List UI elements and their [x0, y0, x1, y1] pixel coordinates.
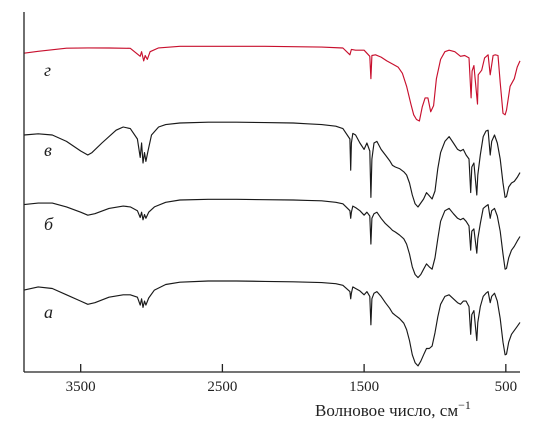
series-group [23, 45, 521, 367]
series-line-1 [23, 45, 521, 122]
series-label-1: г [44, 60, 51, 80]
series-line-2 [23, 121, 521, 208]
x-ticks-group: 3500 2500 1500 500 [66, 364, 517, 395]
x-tick-label-3500: 3500 [66, 379, 96, 395]
series-labels-group: г в б а [44, 60, 54, 322]
series-label-3: б [44, 214, 54, 234]
x-tick-label-1500: 1500 [349, 379, 379, 395]
x-tick-label-500: 500 [495, 379, 518, 395]
x-axis-label-text: Волновое число, см [315, 401, 458, 420]
series-label-2: в [44, 140, 52, 160]
x-axis-label-superscript: −1 [458, 398, 471, 412]
series-line-4 [23, 280, 521, 367]
series-label-4: а [44, 302, 53, 322]
x-axis-label: Волновое число, см−1 [315, 398, 471, 420]
series-line-3 [23, 198, 521, 279]
x-tick-label-2500: 2500 [207, 379, 237, 395]
